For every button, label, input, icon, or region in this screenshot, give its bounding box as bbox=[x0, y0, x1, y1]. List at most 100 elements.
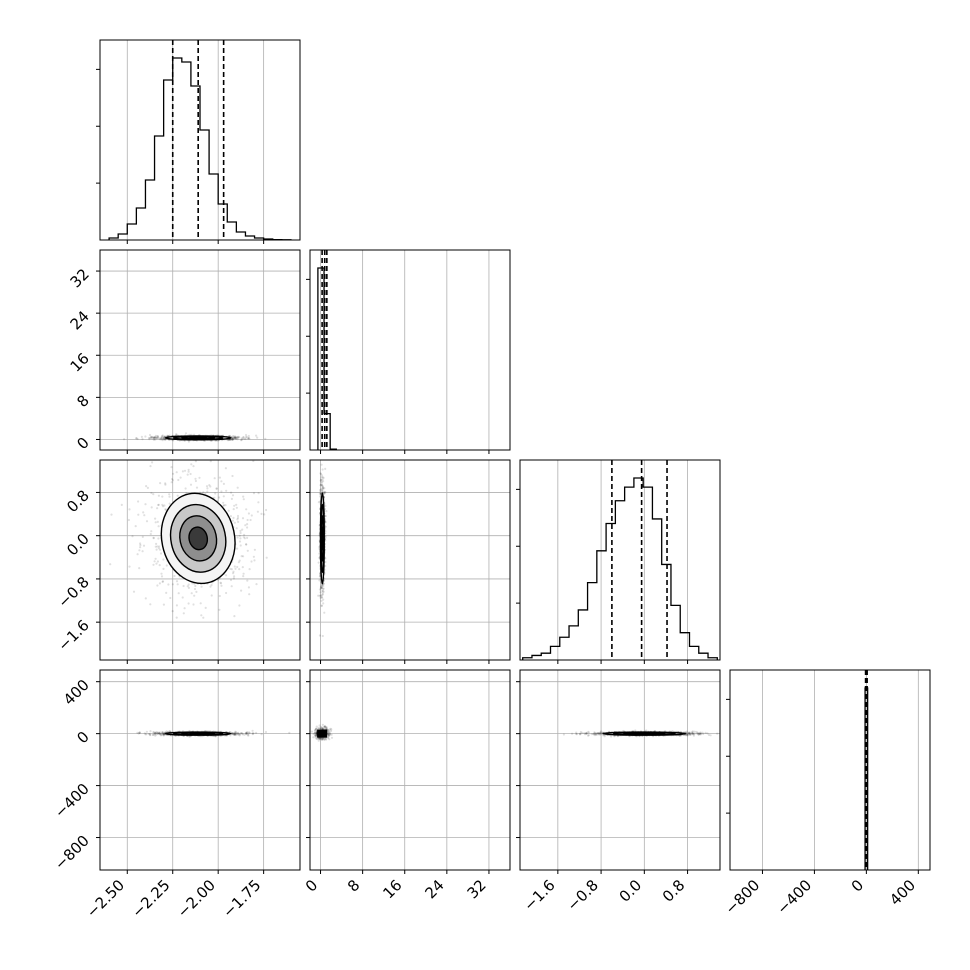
sample-point bbox=[240, 438, 243, 441]
sample-point bbox=[239, 529, 242, 533]
sample-point bbox=[213, 496, 216, 499]
sample-point bbox=[154, 545, 157, 548]
sample-point bbox=[324, 467, 327, 470]
sample-point bbox=[698, 732, 701, 735]
sample-point bbox=[235, 732, 239, 735]
sample-point bbox=[599, 732, 602, 735]
sample-point bbox=[260, 733, 263, 736]
sample-point bbox=[213, 477, 216, 480]
sample-point bbox=[141, 550, 144, 553]
sample-point bbox=[231, 438, 235, 441]
sample-point bbox=[158, 545, 161, 548]
sample-point bbox=[320, 480, 323, 483]
sample-point bbox=[318, 727, 322, 730]
sample-point bbox=[163, 435, 166, 438]
sample-point bbox=[320, 478, 323, 481]
sample-point bbox=[194, 460, 197, 463]
sample-point bbox=[232, 570, 235, 573]
sample-point bbox=[319, 596, 322, 599]
sample-point bbox=[312, 736, 315, 739]
sample-point bbox=[634, 729, 637, 732]
sample-point bbox=[592, 733, 595, 736]
sample-point bbox=[242, 495, 245, 498]
sample-point bbox=[154, 517, 157, 520]
sample-point bbox=[322, 584, 325, 588]
sample-point bbox=[138, 567, 141, 570]
sample-point bbox=[159, 548, 162, 551]
sample-point bbox=[324, 530, 327, 533]
sample-point bbox=[318, 724, 321, 727]
sample-point bbox=[110, 513, 113, 516]
sample-point bbox=[320, 488, 323, 491]
sample-point bbox=[187, 468, 190, 471]
sample-point bbox=[156, 732, 159, 735]
sample-point bbox=[245, 731, 248, 734]
sample-point bbox=[146, 486, 149, 489]
sample-point bbox=[322, 476, 325, 479]
sample-point bbox=[322, 602, 325, 605]
sample-point bbox=[689, 733, 692, 736]
sample-point bbox=[183, 607, 186, 610]
sample-point bbox=[596, 732, 600, 735]
sample-point bbox=[245, 732, 248, 735]
sample-point bbox=[160, 436, 163, 439]
sample-point bbox=[321, 634, 324, 638]
sample-point bbox=[145, 730, 148, 733]
sample-point bbox=[194, 479, 197, 483]
sample-point bbox=[234, 437, 237, 440]
sample-point bbox=[321, 454, 323, 456]
sample-point bbox=[314, 729, 317, 732]
sample-point bbox=[321, 468, 324, 471]
sample-point bbox=[152, 493, 155, 496]
sample-point bbox=[232, 435, 235, 438]
sample-point bbox=[154, 732, 157, 735]
sample-point bbox=[326, 729, 330, 732]
sample-point bbox=[585, 732, 588, 736]
sample-point bbox=[218, 496, 221, 499]
sample-point bbox=[701, 731, 704, 734]
sample-point bbox=[170, 481, 173, 484]
sample-point bbox=[158, 732, 161, 735]
sample-point bbox=[325, 738, 328, 741]
sample-point bbox=[585, 732, 588, 735]
sample-point bbox=[162, 732, 165, 736]
sample-point bbox=[242, 572, 245, 575]
sample-point bbox=[329, 727, 332, 731]
sample-point bbox=[177, 592, 180, 595]
sample-point bbox=[323, 490, 326, 493]
sample-point bbox=[315, 725, 318, 728]
sample-point bbox=[237, 733, 240, 736]
sample-point bbox=[685, 730, 688, 733]
sample-point bbox=[594, 732, 598, 735]
contour-line bbox=[189, 436, 208, 440]
sample-point bbox=[233, 521, 236, 524]
sample-point bbox=[319, 594, 322, 597]
sample-point bbox=[171, 477, 174, 481]
sample-point bbox=[593, 731, 596, 734]
sample-point bbox=[596, 732, 599, 735]
sample-point bbox=[323, 725, 326, 728]
sample-point bbox=[318, 737, 321, 740]
sample-point bbox=[236, 514, 240, 518]
sample-point bbox=[231, 438, 234, 441]
sample-point bbox=[227, 509, 230, 512]
sample-point bbox=[317, 726, 320, 729]
sample-point bbox=[322, 487, 325, 490]
sample-point bbox=[238, 534, 241, 537]
sample-point bbox=[156, 520, 159, 524]
sample-point bbox=[592, 732, 595, 736]
sample-point bbox=[236, 486, 239, 489]
sample-point bbox=[318, 588, 321, 591]
sample-point bbox=[598, 732, 601, 735]
sample-point bbox=[187, 440, 190, 443]
sample-point bbox=[319, 591, 322, 594]
sample-point bbox=[159, 482, 162, 485]
density-band bbox=[188, 527, 208, 550]
sample-point bbox=[590, 733, 593, 736]
sample-point bbox=[234, 731, 237, 734]
sample-point bbox=[161, 732, 164, 735]
sample-point bbox=[321, 738, 324, 741]
sample-point bbox=[229, 438, 232, 441]
sample-point bbox=[255, 434, 258, 437]
sample-point bbox=[243, 537, 246, 540]
